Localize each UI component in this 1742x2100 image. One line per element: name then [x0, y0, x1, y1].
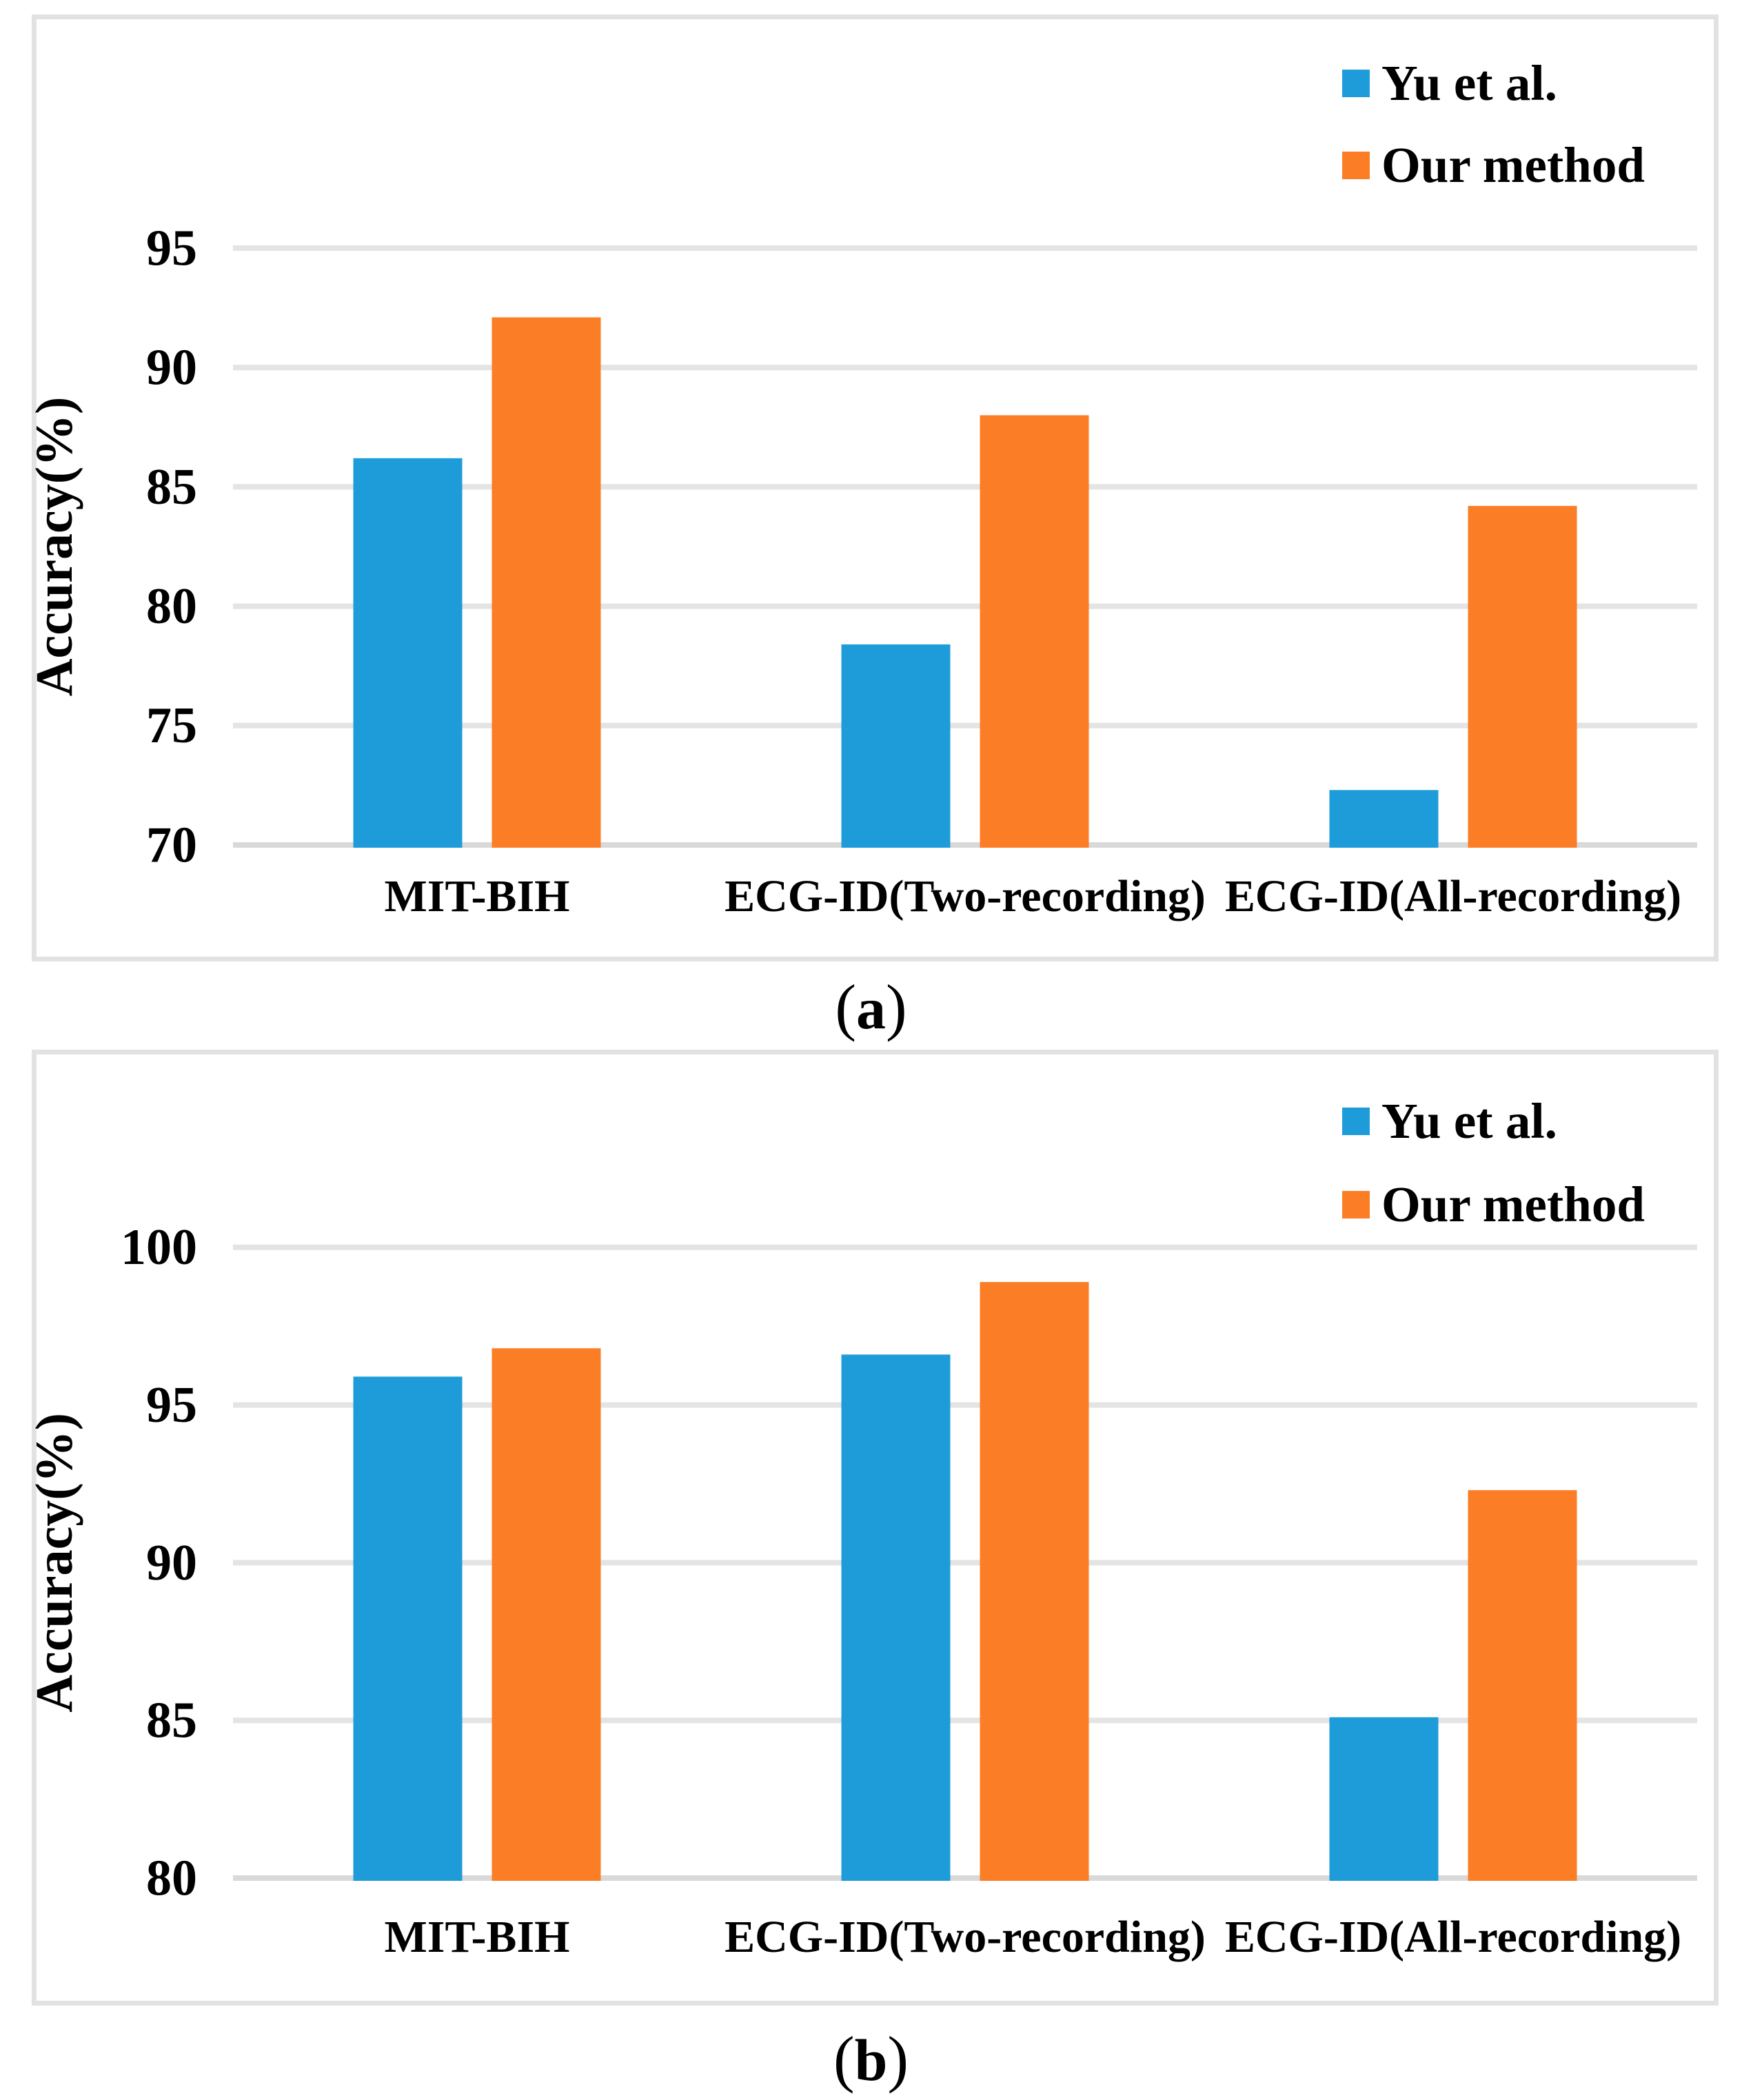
- panel-b-chart: 80 85 90 95 100 Accuracy(%) MIT-BIH ECG-ID(Two-…: [26, 1050, 1719, 2006]
- caption-b: (b): [0, 2022, 1742, 2095]
- bar-series2-cat3: [1468, 1490, 1577, 1881]
- bar-series2-cat1: [492, 317, 601, 848]
- legend-label-2: Our method: [1381, 137, 1645, 193]
- y-tick-label: 85: [146, 1693, 197, 1749]
- caption-a-open: (: [835, 972, 856, 1042]
- bar-series1-cat2: [841, 1354, 951, 1881]
- bar-series2-cat1: [492, 1348, 601, 1881]
- y-tick-label: 95: [146, 1377, 197, 1434]
- y-tick-label: 100: [121, 1219, 197, 1276]
- bar-series2-cat2: [980, 1282, 1089, 1881]
- caption-b-open: (: [833, 2023, 855, 2094]
- x-category-label: MIT-BIH: [385, 871, 570, 921]
- caption-a-close: ): [886, 972, 907, 1042]
- legend-swatch-1: [1342, 1108, 1370, 1135]
- legend-swatch-2: [1342, 152, 1370, 179]
- y-tick-label: 90: [146, 1535, 197, 1591]
- y-tick-label: 80: [146, 578, 197, 635]
- legend-label-2: Our method: [1381, 1176, 1645, 1232]
- x-category-label: ECG-ID(All-recording): [1225, 1912, 1681, 1962]
- y-tick-label: 80: [146, 1850, 197, 1906]
- bar-series1-cat3: [1329, 790, 1439, 848]
- bar-series1-cat3: [1329, 1717, 1439, 1881]
- x-category-label: ECG-ID(Two-recording): [725, 871, 1206, 921]
- bar-series1-cat2: [841, 644, 951, 848]
- legend-label-1: Yu et al.: [1381, 55, 1557, 111]
- caption-b-letter: b: [854, 2027, 888, 2093]
- bar-series1-cat1: [353, 458, 463, 848]
- bar-series2-cat3: [1468, 506, 1577, 848]
- y-tick-label: 70: [146, 817, 197, 873]
- x-category-label: ECG-ID(Two-recording): [725, 1912, 1206, 1962]
- legend-label-1: Yu et al.: [1381, 1093, 1557, 1149]
- legend-swatch-1: [1342, 70, 1370, 97]
- y-tick-label: 95: [146, 220, 197, 276]
- x-category-label: ECG-ID(All-recording): [1225, 871, 1681, 921]
- bar-series1-cat1: [353, 1376, 463, 1881]
- caption-a: (a): [0, 970, 1742, 1043]
- y-axis-title: Accuracy(%): [26, 1413, 83, 1713]
- panel-a-chart: 70 75 80 85 90 95 Accuracy(%) MIT-BIH ECG-ID(Two…: [26, 14, 1719, 961]
- caption-a-letter: a: [856, 975, 886, 1041]
- y-tick-label: 90: [146, 340, 197, 396]
- x-category-label: MIT-BIH: [385, 1912, 570, 1962]
- caption-b-close: ): [887, 2023, 909, 2094]
- legend-swatch-2: [1342, 1191, 1370, 1219]
- y-axis-title: Accuracy(%): [26, 397, 83, 697]
- bar-series2-cat2: [980, 415, 1089, 848]
- y-tick-label: 75: [146, 697, 197, 754]
- y-tick-label: 85: [146, 459, 197, 516]
